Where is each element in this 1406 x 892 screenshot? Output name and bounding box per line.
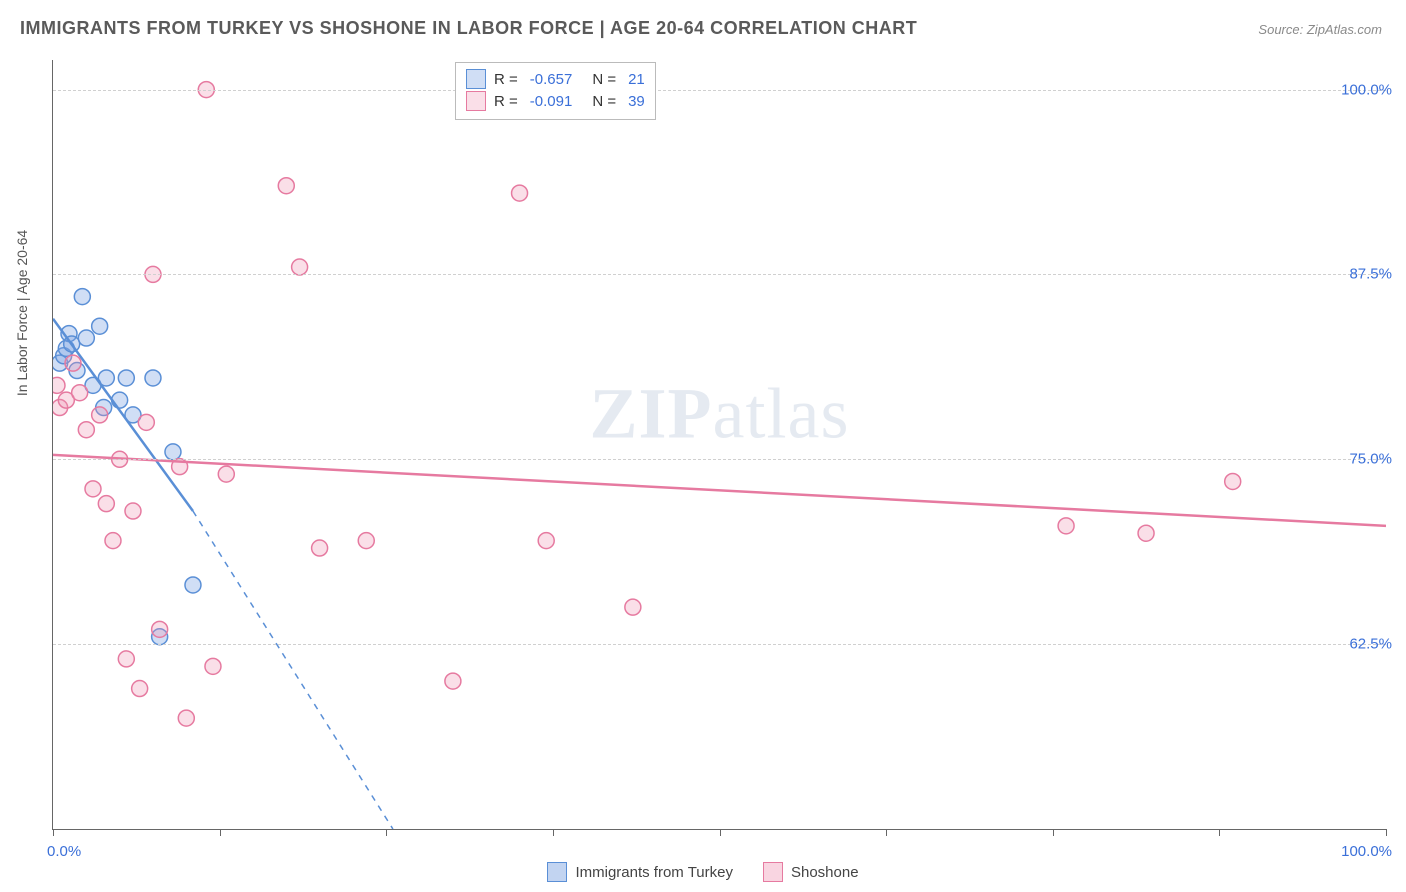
scatter-point xyxy=(112,392,128,408)
legend-label: Immigrants from Turkey xyxy=(575,864,733,881)
legend-label: Shoshone xyxy=(791,864,859,881)
y-axis-label: In Labor Force | Age 20-64 xyxy=(14,230,30,396)
trend-line xyxy=(53,455,1386,526)
legend-swatch xyxy=(466,69,486,89)
scatter-point xyxy=(165,444,181,460)
stat-r-value: -0.091 xyxy=(530,93,573,110)
stat-n-value: 39 xyxy=(628,93,645,110)
stat-n-value: 21 xyxy=(628,71,645,88)
y-tick-label: 100.0% xyxy=(1341,81,1392,98)
scatter-point xyxy=(92,407,108,423)
x-tick-mark xyxy=(553,829,554,836)
legend-swatch xyxy=(466,91,486,111)
x-tick-label-left: 0.0% xyxy=(47,843,81,860)
scatter-point xyxy=(312,540,328,556)
scatter-point xyxy=(85,481,101,497)
scatter-point xyxy=(145,370,161,386)
stats-legend: R = -0.657 N = 21 R = -0.091 N = 39 xyxy=(455,62,656,120)
scatter-point xyxy=(1058,518,1074,534)
grid-line-h xyxy=(53,459,1386,460)
stats-legend-row: R = -0.657 N = 21 xyxy=(466,69,645,89)
scatter-point xyxy=(74,289,90,305)
scatter-point xyxy=(105,533,121,549)
scatter-point xyxy=(178,710,194,726)
x-tick-mark xyxy=(386,829,387,836)
trend-line xyxy=(53,319,193,511)
correlation-chart: IMMIGRANTS FROM TURKEY VS SHOSHONE IN LA… xyxy=(0,0,1406,892)
scatter-point xyxy=(1225,473,1241,489)
x-tick-label-right: 100.0% xyxy=(1341,843,1392,860)
y-tick-label: 62.5% xyxy=(1349,636,1392,653)
x-tick-mark xyxy=(720,829,721,836)
scatter-point xyxy=(49,377,65,393)
x-tick-mark xyxy=(1219,829,1220,836)
scatter-point xyxy=(512,185,528,201)
scatter-point xyxy=(358,533,374,549)
x-tick-mark xyxy=(1053,829,1054,836)
scatter-point xyxy=(118,651,134,667)
scatter-point xyxy=(185,577,201,593)
scatter-point xyxy=(118,370,134,386)
grid-line-h xyxy=(53,90,1386,91)
trend-line-dashed xyxy=(193,511,393,829)
scatter-point xyxy=(292,259,308,275)
scatter-point xyxy=(138,414,154,430)
legend-swatch xyxy=(547,862,567,882)
scatter-point xyxy=(92,318,108,334)
legend-item: Immigrants from Turkey xyxy=(547,862,733,882)
x-tick-mark xyxy=(53,829,54,836)
x-tick-mark xyxy=(1386,829,1387,836)
x-tick-mark xyxy=(886,829,887,836)
plot-area: ZIPatlas xyxy=(52,60,1386,830)
scatter-point xyxy=(152,621,168,637)
scatter-point xyxy=(78,422,94,438)
grid-line-h xyxy=(53,274,1386,275)
scatter-point xyxy=(78,330,94,346)
chart-title: IMMIGRANTS FROM TURKEY VS SHOSHONE IN LA… xyxy=(20,18,917,39)
scatter-point xyxy=(538,533,554,549)
stats-legend-row: R = -0.091 N = 39 xyxy=(466,91,645,111)
stat-r-value: -0.657 xyxy=(530,71,573,88)
scatter-point xyxy=(132,681,148,697)
legend-swatch xyxy=(763,862,783,882)
scatter-point xyxy=(98,496,114,512)
stat-r-label: R = xyxy=(494,93,518,110)
scatter-point xyxy=(278,178,294,194)
scatter-point xyxy=(445,673,461,689)
stat-n-label: N = xyxy=(592,93,616,110)
legend-item: Shoshone xyxy=(763,862,859,882)
source-attribution: Source: ZipAtlas.com xyxy=(1258,22,1382,37)
bottom-legend: Immigrants from Turkey Shoshone xyxy=(0,862,1406,882)
stat-n-label: N = xyxy=(592,71,616,88)
scatter-point xyxy=(72,385,88,401)
scatter-point xyxy=(1138,525,1154,541)
scatter-point xyxy=(625,599,641,615)
source-value: ZipAtlas.com xyxy=(1307,22,1382,37)
plot-svg xyxy=(53,60,1386,829)
scatter-point xyxy=(65,355,81,371)
scatter-point xyxy=(125,503,141,519)
scatter-point xyxy=(205,658,221,674)
x-tick-mark xyxy=(220,829,221,836)
source-label: Source: xyxy=(1258,22,1303,37)
grid-line-h xyxy=(53,644,1386,645)
scatter-point xyxy=(218,466,234,482)
stat-r-label: R = xyxy=(494,71,518,88)
y-tick-label: 87.5% xyxy=(1349,266,1392,283)
y-tick-label: 75.0% xyxy=(1349,451,1392,468)
